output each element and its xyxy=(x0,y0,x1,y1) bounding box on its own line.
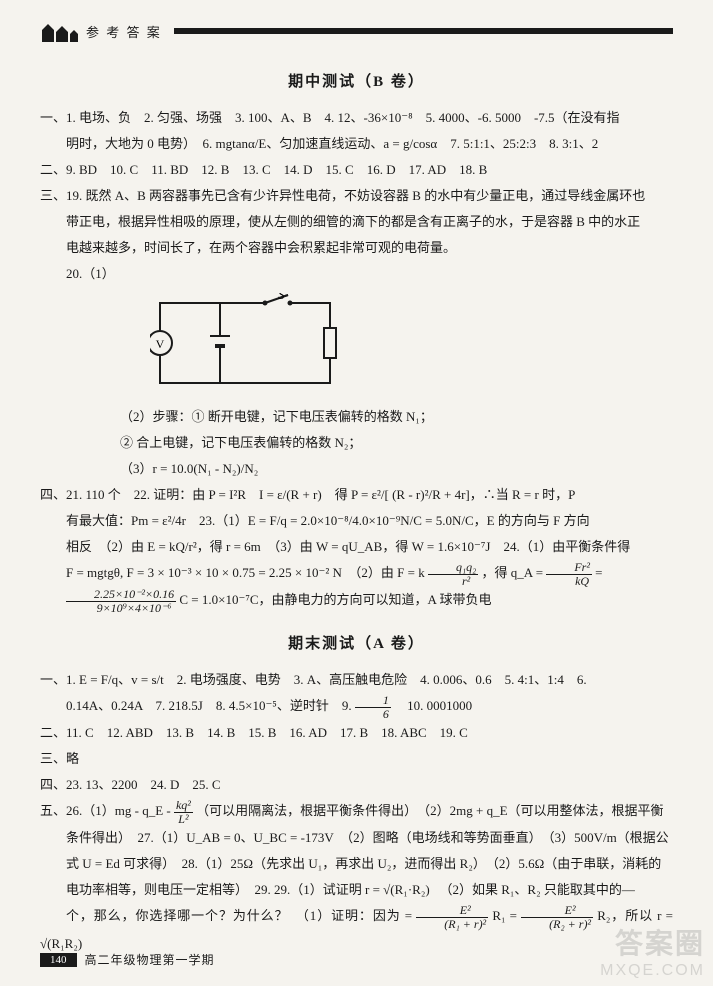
final-a-l5b: 条件得出） 27.（1）U_AB = 0、U_BC = -173V （2）图略（… xyxy=(40,825,673,851)
final-a-l4: 四、23. 13、2200 24. D 25. C xyxy=(40,772,673,798)
final-a-l2: 二、11. C 12. ABD 13. B 14. B 15. B 16. AD… xyxy=(40,720,673,746)
midterm-b-sec3b: 带正电，根据异性相吸的原理，使从左侧的细管的滴下的都是含有正离子的水，于是容器 … xyxy=(40,209,673,235)
l1b-post: 10. 0001000 xyxy=(394,698,472,713)
final-a-l1a: 一、1. E = F/q、v = s/t 2. 电场强度、电势 3. A、高压触… xyxy=(40,667,673,693)
header-title: 参 考 答 案 xyxy=(86,22,162,41)
l5e-m1: R₁ = xyxy=(492,908,521,923)
l5a-post: （可以用隔离法，根据平衡条件得出） （2）2mg + q_E（可以用整体法，根据… xyxy=(196,803,663,818)
l5d-pre: 电功率相等，则电压一定相等） 29. 29.（1）试证明 r = xyxy=(66,882,383,897)
l5a-pre: 五、26.（1）mg - q_E - xyxy=(40,803,174,818)
watermark-cn: 答案圈 xyxy=(600,922,705,962)
midterm-b-sec4c: 相反 （2）由 E = kQ/r²，得 r = 6m （3）由 W = qU_A… xyxy=(40,534,673,560)
sec4e-rest: C = 1.0×10⁻⁷C，由静电力的方向可以知道，A 球带负电 xyxy=(179,592,491,607)
final-a-l1b: 0.14A、0.24A 7. 218.5J 8. 4.5×10⁻⁵、逆时针 9.… xyxy=(40,693,673,720)
frac-e2-r1r: E²(R₁ + r)² xyxy=(416,904,488,930)
midterm-b-q20-label: 20.（1） xyxy=(40,261,673,287)
sqrt-r1r2-b: √(R₁R₂) xyxy=(40,936,82,951)
frac-1-6: 16 xyxy=(355,694,391,720)
sqrt-r1r2-a: √(R₁·R₂) xyxy=(383,882,430,897)
circuit-diagram: S V xyxy=(150,293,350,393)
final-a-l5d: 电功率相等，则电压一定相等） 29. 29.（1）试证明 r = √(R₁·R₂… xyxy=(40,877,673,903)
footer-page-number: 140 xyxy=(40,953,77,967)
header-rule xyxy=(174,28,673,34)
midterm-b-sec1-line2: 明时，大地为 0 电势） 6. mgtanα/E、匀加速直线运动、a = g/c… xyxy=(40,131,673,157)
midterm-b-title: 期中测试（B 卷） xyxy=(40,70,673,91)
footer-text: 高二年级物理第一学期 xyxy=(85,951,215,968)
midterm-b-q20-step2: ② 合上电键，记下电压表偏转的格数 N₂； xyxy=(40,430,673,456)
midterm-b-q20-step1: （2）步骤：① 断开电键，记下电压表偏转的格数 N₁； xyxy=(40,404,673,430)
l5d-mid: （2）如果 R₁、R₂ 只能取其中的— xyxy=(433,882,635,897)
final-a-l5a: 五、26.（1）mg - q_E - kq²L² （可以用隔离法，根据平衡条件得… xyxy=(40,798,673,825)
midterm-b-sec3c: 电越来越多，时间长了，在两个容器中会积累起非常可观的电荷量。 xyxy=(40,235,673,261)
frac-charge-calc: 2.25×10⁻²×0.169×10⁹×4×10⁻⁶ xyxy=(66,588,176,614)
midterm-b-sec4b: 有最大值：Pm = ε²/4r 23.（1）E = F/q = 2.0×10⁻⁸… xyxy=(40,508,673,534)
frac-q1q2-r2: q₁q₂r² xyxy=(428,561,478,587)
sec4d-pre: F = mgtgθ, F = 3 × 10⁻³ × 10 × 0.75 = 2.… xyxy=(66,565,428,580)
header-building-icon xyxy=(40,18,80,44)
sec4d-mid: ，得 q_A = xyxy=(482,565,547,580)
sec4d-eq: = xyxy=(595,565,602,580)
midterm-b-sec4a: 四、21. 110 个 22. 证明：由 P = I²R I = ε/(R + … xyxy=(40,482,673,508)
page-header: 参 考 答 案 xyxy=(40,18,673,44)
page-footer: 140 高二年级物理第一学期 xyxy=(40,951,215,968)
midterm-b-sec4e: 2.25×10⁻²×0.169×10⁹×4×10⁻⁶ C = 1.0×10⁻⁷C… xyxy=(40,587,673,614)
watermark-url: MXQE.COM xyxy=(600,962,705,980)
final-a-l5e: 个，那么，你选择哪一个？为什么？ （1）证明：因为 = E²(R₁ + r)² … xyxy=(40,903,673,956)
midterm-b-sec1-line1: 一、1. 电场、负 2. 匀强、场强 3. 100、A、B 4. 12、-36×… xyxy=(40,105,673,131)
voltmeter-label: V xyxy=(156,337,165,351)
l1b-pre: 0.14A、0.24A 7. 218.5J 8. 4.5×10⁻⁵、逆时针 9. xyxy=(66,698,355,713)
final-a-l5c: 式 U = Ed 可求得） 28.（1）25Ω（先求出 U₁，再求出 U₂，进而… xyxy=(40,851,673,877)
frac-fr2-kq: Fr²kQ xyxy=(546,561,592,587)
midterm-b-sec2: 二、9. BD 10. C 11. BD 12. B 13. C 14. D 1… xyxy=(40,157,673,183)
switch-label: S xyxy=(278,293,285,302)
midterm-b-sec4d: F = mgtgθ, F = 3 × 10⁻³ × 10 × 0.75 = 2.… xyxy=(40,560,673,587)
frac-kq2-l2: kq²L² xyxy=(174,799,193,825)
l5e-pre: 个，那么，你选择哪一个？为什么？ （1）证明：因为 = xyxy=(66,908,416,923)
midterm-b-sec3a: 三、19. 既然 A、B 两容器事先已含有少许异性电荷，不妨设容器 B 的水中有… xyxy=(40,183,673,209)
watermark: 答案圈 MXQE.COM xyxy=(600,922,705,980)
final-a-title: 期末测试（A 卷） xyxy=(40,632,673,653)
midterm-b-q20-step3: （3）r = 10.0(N₁ - N₂)/N₂ xyxy=(40,456,673,482)
frac-e2-r2r: E²(R₂ + r)² xyxy=(521,904,593,930)
final-a-l3: 三、略 xyxy=(40,746,673,772)
